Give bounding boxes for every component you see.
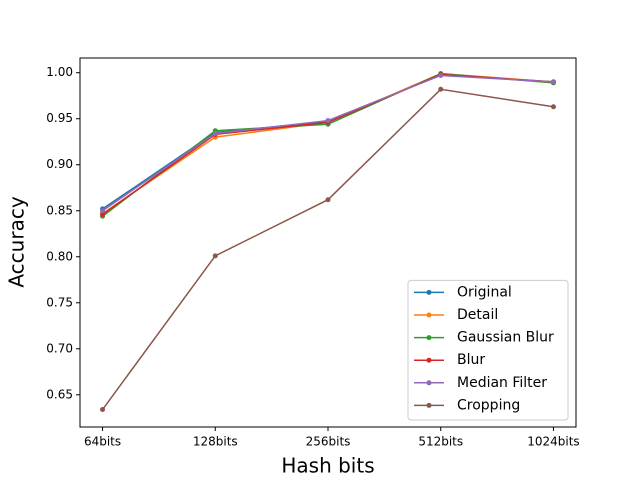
point <box>438 72 444 78</box>
y-tick-label: 1.00 <box>46 65 73 79</box>
point <box>100 407 106 413</box>
legend-label: Cropping <box>457 397 520 413</box>
legend-box <box>407 279 569 421</box>
point <box>550 79 556 85</box>
y-tick-label: 0.90 <box>46 157 73 171</box>
legend-marker <box>426 289 432 295</box>
y-tick-label: 0.65 <box>46 387 73 401</box>
point <box>100 208 106 214</box>
y-axis-title: Accuracy <box>5 196 29 287</box>
point <box>325 197 331 203</box>
legend-marker <box>426 335 432 341</box>
point <box>212 253 218 259</box>
legend-label: Median Filter <box>457 375 547 391</box>
point <box>438 86 444 92</box>
legend-marker <box>426 380 432 386</box>
x-tick-label: 64bits <box>84 435 121 449</box>
x-axis-title: Hash bits <box>281 454 374 478</box>
y-tick-label: 0.80 <box>46 249 73 263</box>
legend-marker <box>426 312 432 318</box>
legend-label: Gaussian Blur <box>457 330 554 346</box>
legend-marker <box>426 357 432 363</box>
y-tick-label: 0.70 <box>46 341 73 355</box>
x-tick-label: 256bits <box>306 435 351 449</box>
legend-marker <box>426 402 432 408</box>
legend-label: Detail <box>457 307 498 323</box>
point <box>550 104 556 110</box>
x-tick-label: 128bits <box>193 435 238 449</box>
x-tick-label: 1024bits <box>527 435 579 449</box>
point <box>212 130 218 136</box>
y-tick-label: 0.95 <box>46 111 73 125</box>
series-line <box>102 73 554 210</box>
point <box>325 118 331 124</box>
legend-label: Original <box>457 284 512 300</box>
y-tick-label: 0.85 <box>46 203 73 217</box>
x-tick-label: 512bits <box>418 435 463 449</box>
point <box>100 211 106 217</box>
legend-label: Blur <box>457 352 485 368</box>
y-tick-label: 0.75 <box>46 295 73 309</box>
series-line <box>102 72 554 215</box>
series-line <box>102 72 554 217</box>
